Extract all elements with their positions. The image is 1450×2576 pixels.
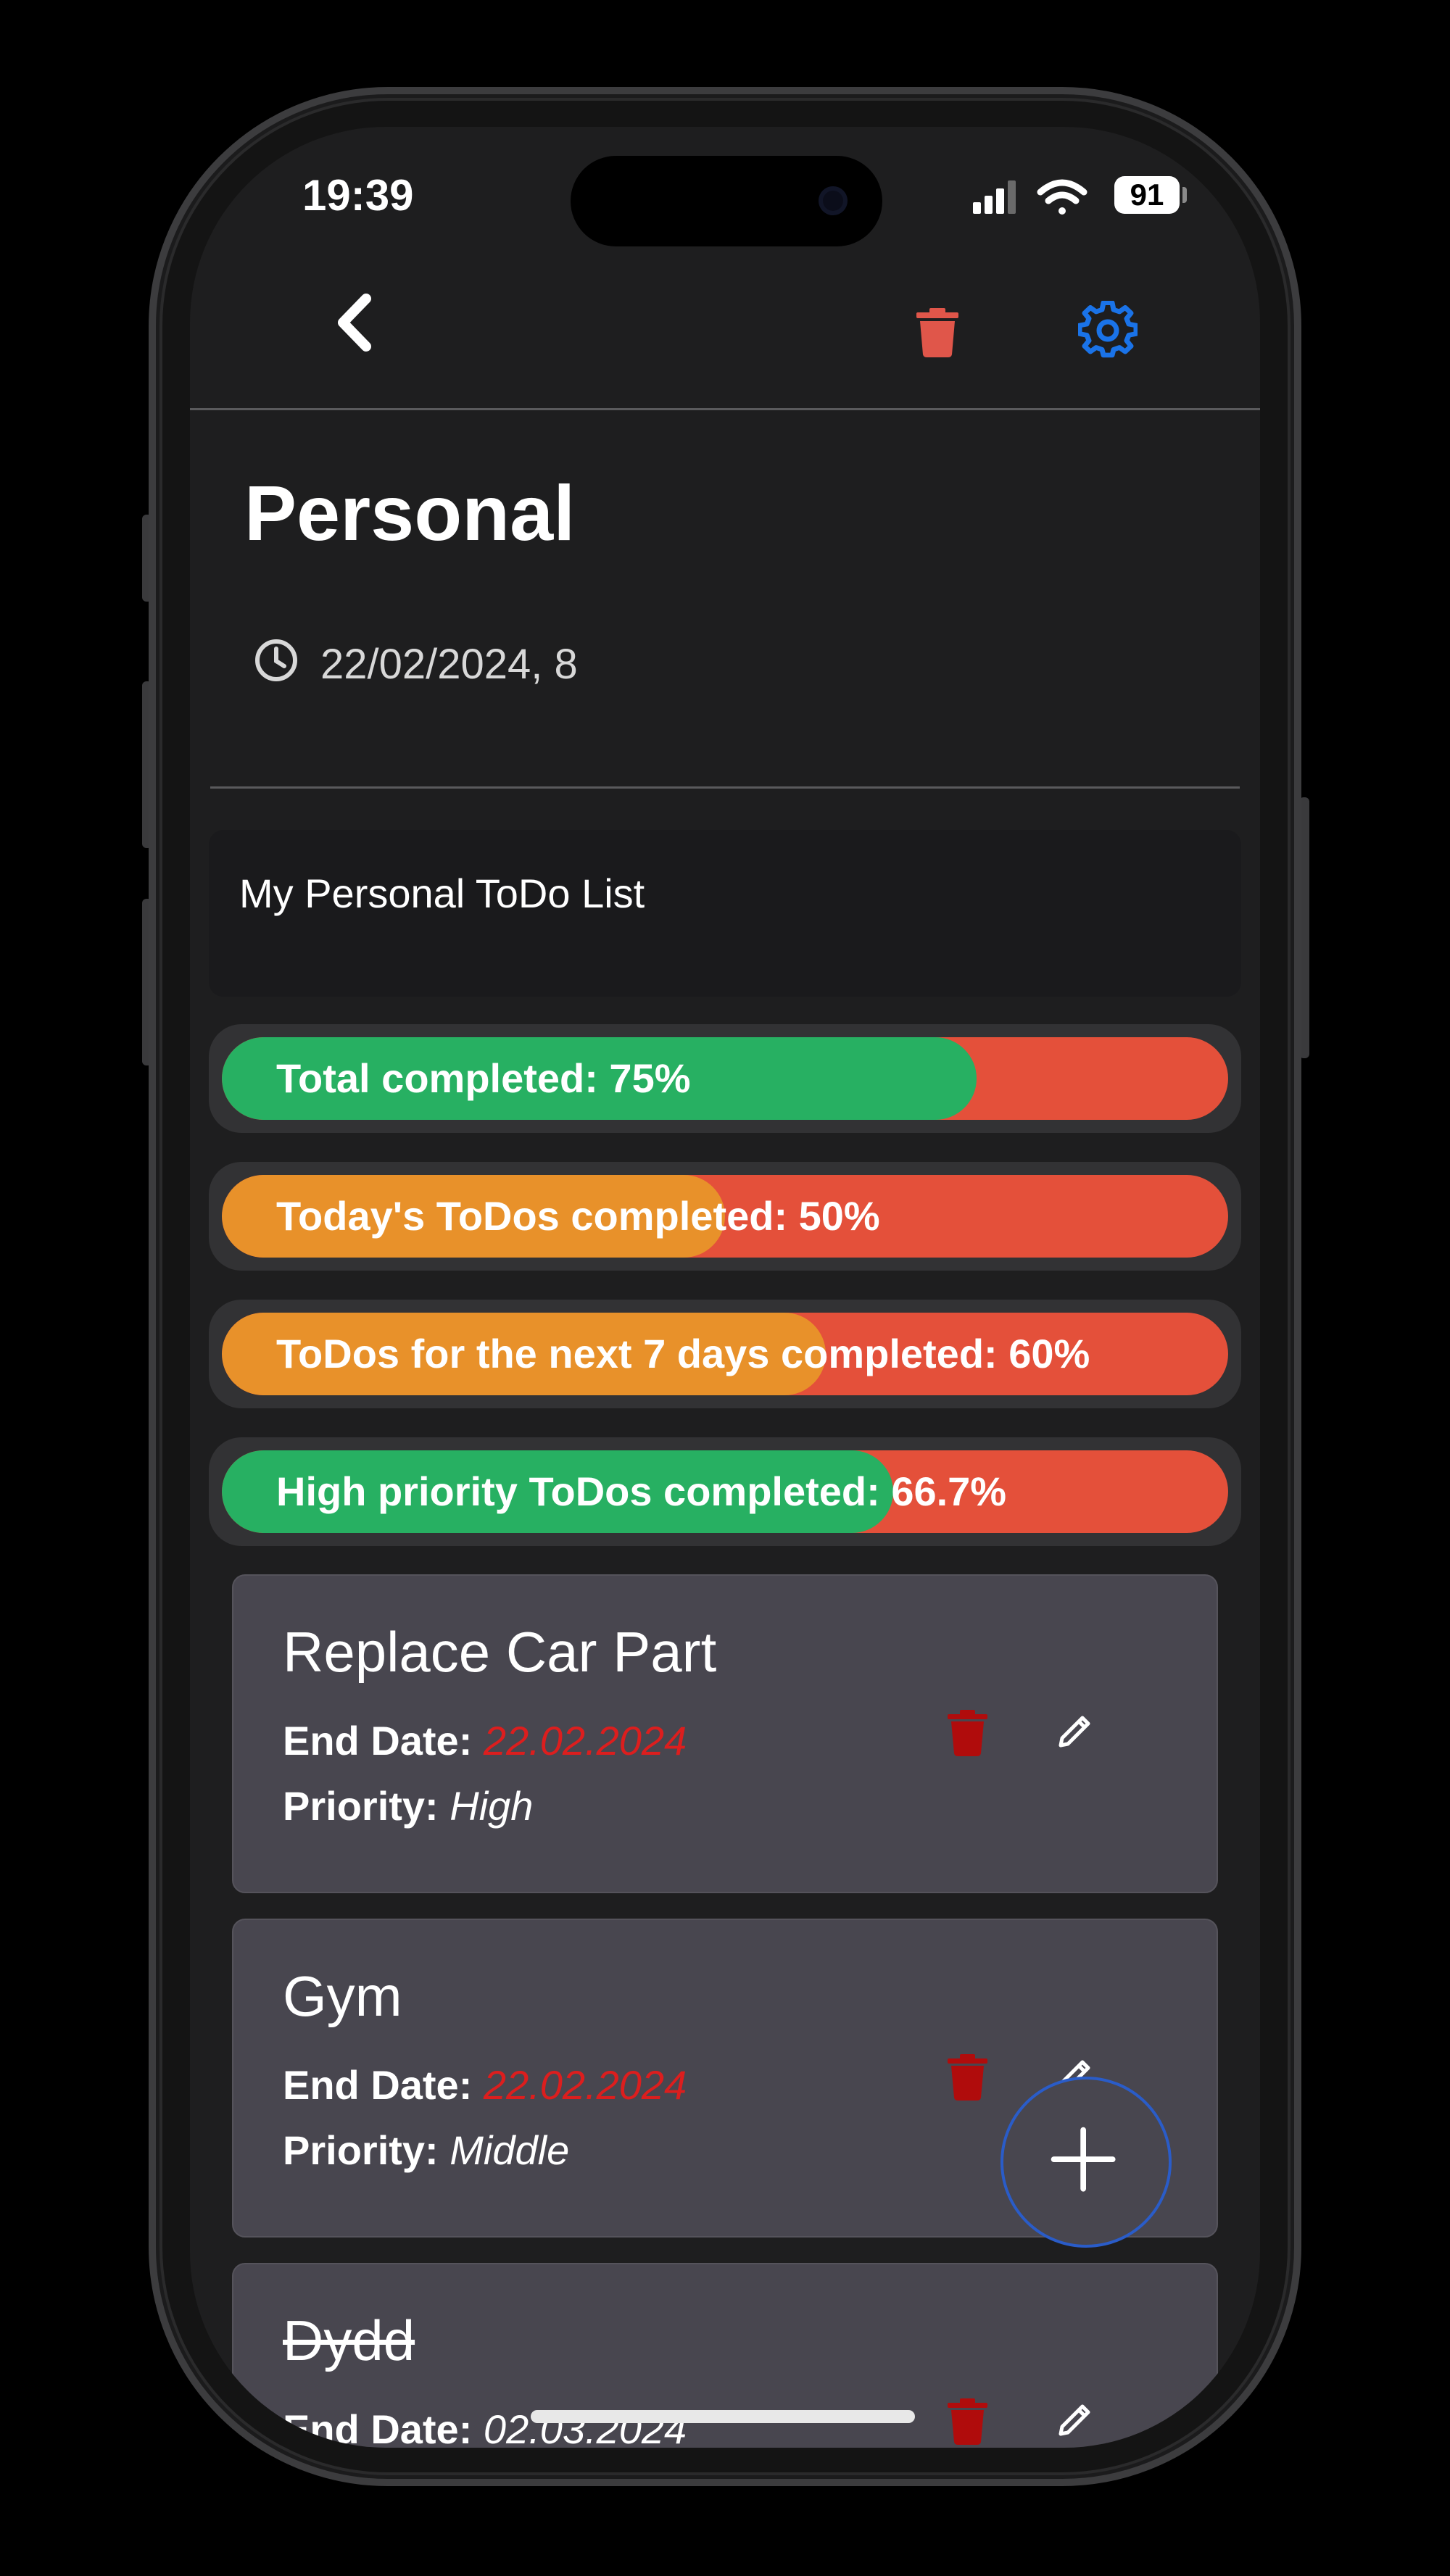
list-date: 22/02/2024, 8 <box>320 641 578 688</box>
progress-high-priority: High priority ToDos completed: 66.7% <box>209 1437 1241 1546</box>
end-date-value: 22.02.2024 <box>483 2062 687 2108</box>
progress-track: ToDos for the next 7 days completed: 60% <box>222 1313 1228 1395</box>
delete-todo-icon[interactable] <box>948 2398 987 2445</box>
back-chevron-icon[interactable] <box>331 290 375 355</box>
power-button <box>1299 797 1309 1058</box>
todo-priority: Priority: High <box>283 1782 533 1829</box>
progress-label: Today's ToDos completed: 50% <box>276 1193 880 1239</box>
description-box: My Personal ToDo List <box>209 830 1241 997</box>
progress-fill <box>222 1037 977 1120</box>
add-todo-button[interactable] <box>1000 2077 1172 2248</box>
home-indicator[interactable] <box>531 2410 915 2423</box>
app-screen: 19:39 91 Personal 22/02/202 <box>190 127 1260 2448</box>
priority-value: Middle <box>450 2127 570 2173</box>
end-date-value: 22.02.2024 <box>483 1718 687 1763</box>
plus-icon <box>1051 2127 1116 2192</box>
priority-label: Priority: <box>283 2127 439 2173</box>
status-time: 19:39 <box>302 171 414 220</box>
list-description: My Personal ToDo List <box>239 871 645 916</box>
progress-fill <box>222 1175 725 1258</box>
progress-track: High priority ToDos completed: 66.7% <box>222 1450 1228 1533</box>
battery-level: 91 <box>1114 176 1180 214</box>
end-date-label: End Date: <box>283 2062 473 2108</box>
clock-icon <box>255 639 297 681</box>
wifi-icon <box>1037 179 1088 215</box>
progress-fill <box>222 1313 826 1395</box>
dynamic-island <box>571 156 882 246</box>
progress-label: Total completed: 75% <box>276 1055 691 1101</box>
end-date-label: End Date: <box>283 1718 473 1763</box>
todo-priority: Priority: Middle <box>283 2127 569 2174</box>
progress-today: Today's ToDos completed: 50% <box>209 1162 1241 1271</box>
edit-todo-icon[interactable] <box>1056 1712 1094 1750</box>
todo-title: Replace Car Part <box>283 1620 717 1684</box>
todo-end-date: End Date: 22.02.2024 <box>283 2061 687 2108</box>
progress-total: Total completed: 75% <box>209 1024 1241 1133</box>
progress-fill <box>222 1450 893 1533</box>
delete-todo-icon[interactable] <box>948 1710 987 1756</box>
progress-track: Total completed: 75% <box>222 1037 1228 1120</box>
priority-label: Priority: <box>283 1783 439 1829</box>
progress-label: High priority ToDos completed: 66.7% <box>276 1468 1007 1514</box>
gear-icon[interactable] <box>1078 301 1138 360</box>
priority-value: High <box>450 1783 534 1829</box>
edit-todo-icon[interactable] <box>1056 2401 1094 2438</box>
progress-next-7-days: ToDos for the next 7 days completed: 60% <box>209 1300 1241 1408</box>
cellular-signal-icon <box>973 180 1016 214</box>
page-title: Personal <box>244 469 576 557</box>
section-divider <box>210 786 1240 789</box>
trash-icon[interactable] <box>915 308 960 357</box>
delete-todo-icon[interactable] <box>948 2054 987 2101</box>
progress-label: ToDos for the next 7 days completed: 60% <box>276 1331 1090 1376</box>
status-icons <box>973 179 1088 215</box>
todo-end-date: End Date: 02.03.2024 <box>283 2406 687 2448</box>
todo-end-date: End Date: 22.02.2024 <box>283 1717 687 1764</box>
camera-icon <box>819 186 848 215</box>
progress-track: Today's ToDos completed: 50% <box>222 1175 1228 1258</box>
end-date-label: End Date: <box>283 2406 473 2448</box>
todo-title: Gym <box>283 1964 402 2028</box>
battery-icon <box>1182 187 1187 203</box>
todo-title: Dydd <box>283 2309 415 2372</box>
todo-card[interactable]: Replace Car Part End Date: 22.02.2024 Pr… <box>232 1574 1218 1893</box>
header-divider <box>190 408 1260 410</box>
